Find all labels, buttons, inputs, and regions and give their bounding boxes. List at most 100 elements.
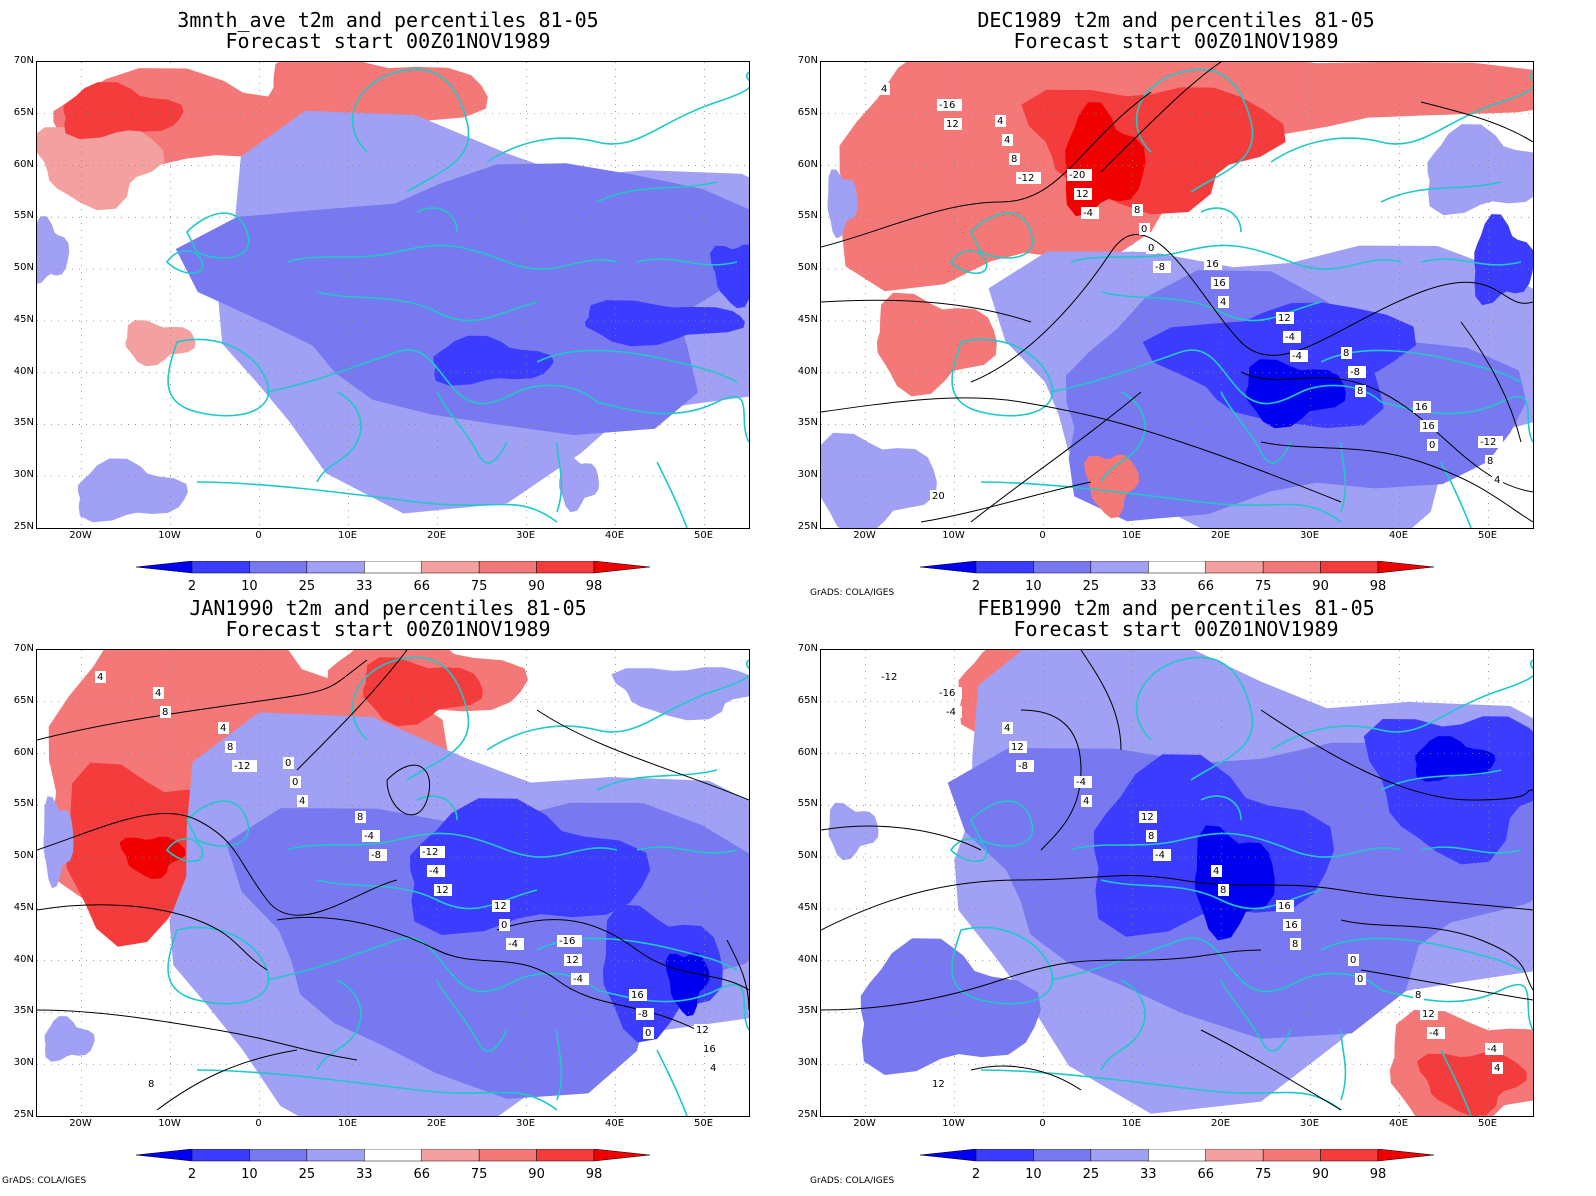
contour-line <box>37 904 268 971</box>
svg-text:12: 12 <box>946 119 959 130</box>
lat-tick-label: 55N <box>797 798 818 810</box>
lon-tick-label: 0 <box>1039 1118 1046 1129</box>
colorbar-segment <box>593 560 651 574</box>
contour-label: 0 <box>1146 242 1157 254</box>
contour-line <box>536 709 749 801</box>
svg-text:-12: -12 <box>234 761 250 772</box>
coastline <box>556 441 563 513</box>
colorbar-segment <box>1148 1148 1206 1162</box>
contour-label: 8 <box>1132 204 1143 216</box>
svg-text:-12: -12 <box>1480 437 1496 448</box>
contour-line <box>1100 62 1222 173</box>
contour-label: 4 <box>218 722 229 734</box>
contour-label: -4 <box>427 865 445 877</box>
contour-label: 4 <box>1081 795 1092 807</box>
lon-tick-label: 20W <box>853 1118 876 1129</box>
lon-tick-label: 10E <box>1121 530 1142 541</box>
coastline <box>556 1029 563 1101</box>
svg-text:8: 8 <box>1357 386 1363 397</box>
credit-p2: GrADS: COLA/IGES <box>810 588 895 598</box>
contour-label: -12 <box>1478 436 1503 448</box>
colorbar-segment <box>249 1148 308 1162</box>
credit-p3: GrADS: COLA/IGES <box>2 1176 87 1186</box>
colorbar-label: 66 <box>413 579 430 594</box>
svg-text:-8: -8 <box>1155 262 1165 273</box>
lat-tick-label: 70N <box>797 643 818 654</box>
coastline <box>266 349 598 405</box>
svg-text:12: 12 <box>1076 189 1089 200</box>
svg-text:12: 12 <box>1422 1009 1435 1020</box>
colorbar-label: 98 <box>1370 1167 1387 1182</box>
shading-region <box>559 454 599 513</box>
lat-tick-label: 70N <box>13 55 34 66</box>
svg-text:4: 4 <box>1494 1063 1500 1074</box>
coastline <box>1135 656 1254 781</box>
lat-tick-label: 25N <box>13 1109 34 1120</box>
lat-tick-label: 60N <box>797 746 818 758</box>
lon-tick-label: 20E <box>426 530 447 541</box>
contour-line <box>1360 969 1533 1001</box>
lon-tick-label: 10W <box>158 1118 181 1129</box>
coastline <box>980 1069 1342 1111</box>
coastline <box>1320 937 1522 971</box>
shading-region <box>827 169 858 239</box>
lon-tick-label: 40E <box>1388 1118 1409 1129</box>
contour-label: -12 <box>232 760 257 772</box>
colorbar-segment <box>1033 1148 1092 1162</box>
contour-label: -4 <box>506 938 524 950</box>
map-canvas <box>37 62 749 528</box>
colorbar-segment <box>1148 560 1206 574</box>
colorbar-segment <box>421 560 480 574</box>
shading-region <box>1194 825 1275 941</box>
colorbar-label: 25 <box>299 1167 316 1182</box>
contour-label: 8 <box>355 811 366 823</box>
shading-region <box>63 82 184 140</box>
colorbar-segment <box>593 1148 651 1162</box>
contour-label: 4 <box>1492 474 1503 486</box>
contour-label: 8 <box>160 706 171 718</box>
lat-tick-label: 45N <box>797 901 818 913</box>
coastline <box>1200 207 1242 233</box>
contour-label: 8 <box>1290 938 1301 950</box>
lat-tick-label: 25N <box>797 521 818 532</box>
colorbar-label: 66 <box>413 1167 430 1182</box>
colorbar-label: 10 <box>241 1167 258 1182</box>
colorbar-label: 33 <box>356 579 373 594</box>
colorbar-segment <box>536 560 595 574</box>
coastline <box>596 181 718 203</box>
coastline <box>196 481 558 523</box>
svg-text:-16: -16 <box>559 936 575 947</box>
lat-tick-label: 35N <box>797 1005 818 1017</box>
svg-text:-4: -4 <box>1429 1028 1439 1039</box>
colorbar: 2 10 25 33 66 75 90 98 <box>135 1148 651 1182</box>
lat-tick-label: 50N <box>13 850 34 862</box>
lon-tick-label: 40E <box>1388 530 1409 541</box>
svg-text:8: 8 <box>357 812 363 823</box>
map-frame: -12 -8 -4 8 -4 -4 4 8 0 4 12 8 16 12 -16 -4 4 0 -4 4 12 16 8 12 <box>820 649 1534 1117</box>
contour-label: 0 <box>1348 954 1359 966</box>
svg-text:4: 4 <box>220 723 226 734</box>
svg-text:-4: -4 <box>429 866 439 877</box>
map-canvas: 4-12-8-408412-448-40-840-4121648121680-1… <box>37 650 749 1116</box>
coastline <box>536 349 738 383</box>
contour-label: 16 <box>1420 420 1438 432</box>
coastline <box>1440 461 1472 528</box>
contour-label: -4 <box>1283 331 1301 343</box>
lat-tick-label: 60N <box>13 746 34 758</box>
shading-region <box>860 938 1041 1075</box>
coastline <box>1220 391 1292 464</box>
contour-label: -4 <box>362 830 380 842</box>
contour-line <box>1460 321 1522 443</box>
lon-tick-label: 10E <box>337 530 358 541</box>
svg-text:-8: -8 <box>371 850 381 861</box>
panel-title: DEC1989 t2m and percentiles 81-05 Foreca… <box>977 8 1375 53</box>
colorbar-label: 98 <box>1370 579 1387 594</box>
svg-text:12: 12 <box>1141 812 1154 823</box>
contour-line <box>821 299 1032 323</box>
colorbar-label: 90 <box>1312 579 1329 594</box>
contour-label: 4 <box>1492 1062 1503 1074</box>
lat-tick-label: 35N <box>797 417 818 429</box>
svg-text:4: 4 <box>710 1063 716 1074</box>
contour-label: -16 <box>557 935 582 947</box>
coastline <box>1380 769 1502 791</box>
